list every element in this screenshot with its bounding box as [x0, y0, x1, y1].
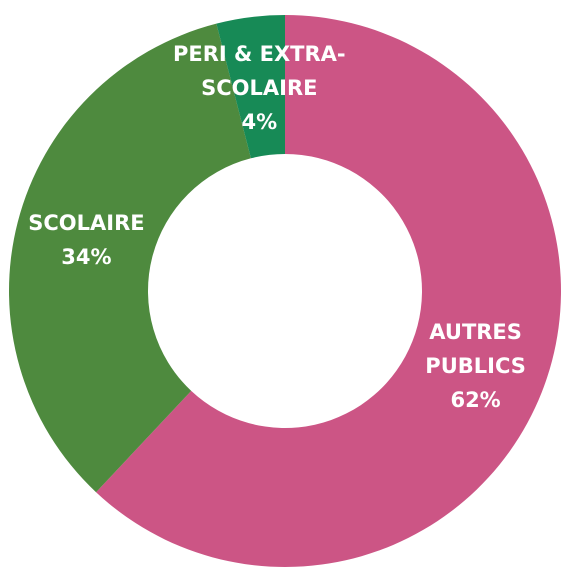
value-label: 34% — [61, 245, 112, 270]
slice-label: PERI & EXTRA-SCOLAIRE 4% — [149, 37, 369, 139]
donut-slice — [96, 15, 561, 567]
donut-slice — [9, 23, 251, 493]
slice-label: AUTRES PUBLICS 62% — [401, 315, 551, 417]
slice-label: SCOLAIRE 34% — [6, 206, 166, 274]
value-label: 4% — [241, 109, 278, 134]
category-label: PERI & EXTRA-SCOLAIRE — [172, 41, 346, 100]
donut-slice — [216, 15, 285, 159]
category-label: AUTRES PUBLICS — [425, 320, 526, 379]
category-label: SCOLAIRE — [28, 211, 145, 236]
value-label: 62% — [450, 388, 501, 413]
